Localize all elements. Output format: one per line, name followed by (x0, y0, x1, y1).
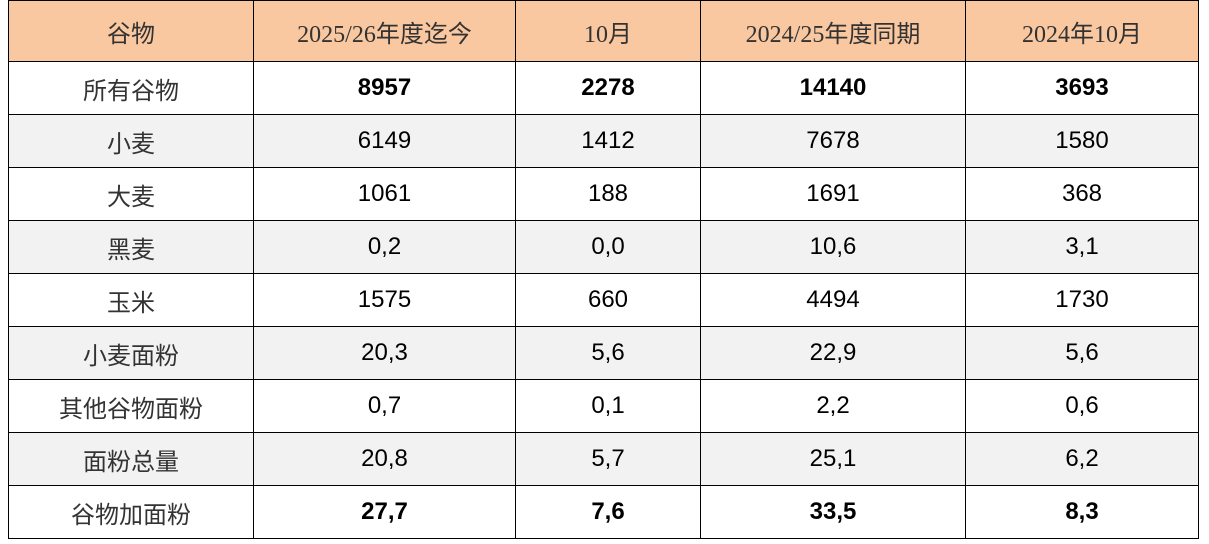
data-cell: 0,0 (515, 220, 701, 274)
data-cell: 660 (515, 273, 701, 327)
data-cell: 0,1 (515, 379, 701, 433)
data-cell: 1412 (515, 114, 701, 168)
data-cell: 3,1 (965, 220, 1199, 274)
header-cell: 10月 (515, 0, 701, 62)
table-row: 小麦 6149 1412 7678 1580 (8, 114, 1199, 168)
data-cell: 4494 (700, 273, 966, 327)
table-row: 其他谷物面粉 0,7 0,1 2,2 0,6 (8, 379, 1199, 433)
data-cell: 0,2 (253, 220, 516, 274)
data-cell: 10,6 (700, 220, 966, 274)
data-cell: 6149 (253, 114, 516, 168)
header-cell: 2024年10月 (965, 0, 1199, 62)
data-cell: 27,7 (253, 485, 516, 539)
row-label: 大麦 (8, 167, 254, 221)
data-cell: 188 (515, 167, 701, 221)
data-cell: 1691 (700, 167, 966, 221)
row-label: 所有谷物 (8, 61, 254, 115)
row-label: 其他谷物面粉 (8, 379, 254, 433)
data-cell: 0,7 (253, 379, 516, 433)
data-cell: 20,3 (253, 326, 516, 380)
header-cell: 谷物 (8, 0, 254, 62)
data-cell: 2,2 (700, 379, 966, 433)
data-cell: 1580 (965, 114, 1199, 168)
row-label: 黑麦 (8, 220, 254, 274)
table-row: 玉米 1575 660 4494 1730 (8, 273, 1199, 327)
row-label: 小麦 (8, 114, 254, 168)
header-row: 谷物 2025/26年度迄今 10月 2024/25年度同期 2024年10月 (8, 0, 1199, 62)
data-cell: 14140 (700, 61, 966, 115)
data-cell: 22,9 (700, 326, 966, 380)
data-cell: 1730 (965, 273, 1199, 327)
data-cell: 5,6 (965, 326, 1199, 380)
data-cell: 2278 (515, 61, 701, 115)
row-label: 谷物加面粉 (8, 485, 254, 539)
table-body: 所有谷物 8957 2278 14140 3693 小麦 6149 1412 7678 1580 大… (8, 61, 1199, 539)
data-cell: 0,6 (965, 379, 1199, 433)
data-cell: 33,5 (700, 485, 966, 539)
data-cell: 368 (965, 167, 1199, 221)
data-cell: 25,1 (700, 432, 966, 486)
table-row: 谷物加面粉 27,7 7,6 33,5 8,3 (8, 485, 1199, 539)
table-container: 谷物 2025/26年度迄今 10月 2024/25年度同期 2024年10月 所有谷物… (8, 0, 1199, 539)
data-cell: 6,2 (965, 432, 1199, 486)
header-cell: 2025/26年度迄今 (253, 0, 516, 62)
row-label: 玉米 (8, 273, 254, 327)
data-cell: 5,7 (515, 432, 701, 486)
table-row: 面粉总量 20,8 5,7 25,1 6,2 (8, 432, 1199, 486)
row-label: 面粉总量 (8, 432, 254, 486)
data-cell: 1061 (253, 167, 516, 221)
table-row: 小麦面粉 20,3 5,6 22,9 5,6 (8, 326, 1199, 380)
data-cell: 5,6 (515, 326, 701, 380)
data-cell: 1575 (253, 273, 516, 327)
data-cell: 8,3 (965, 485, 1199, 539)
data-cell: 8957 (253, 61, 516, 115)
data-cell: 20,8 (253, 432, 516, 486)
data-table: 谷物 2025/26年度迄今 10月 2024/25年度同期 2024年10月 所有谷物… (8, 0, 1199, 539)
table-row: 大麦 1061 188 1691 368 (8, 167, 1199, 221)
table-row: 黑麦 0,2 0,0 10,6 3,1 (8, 220, 1199, 274)
table-row: 所有谷物 8957 2278 14140 3693 (8, 61, 1199, 115)
data-cell: 7678 (700, 114, 966, 168)
header-cell: 2024/25年度同期 (700, 0, 966, 62)
data-cell: 3693 (965, 61, 1199, 115)
row-label: 小麦面粉 (8, 326, 254, 380)
data-cell: 7,6 (515, 485, 701, 539)
